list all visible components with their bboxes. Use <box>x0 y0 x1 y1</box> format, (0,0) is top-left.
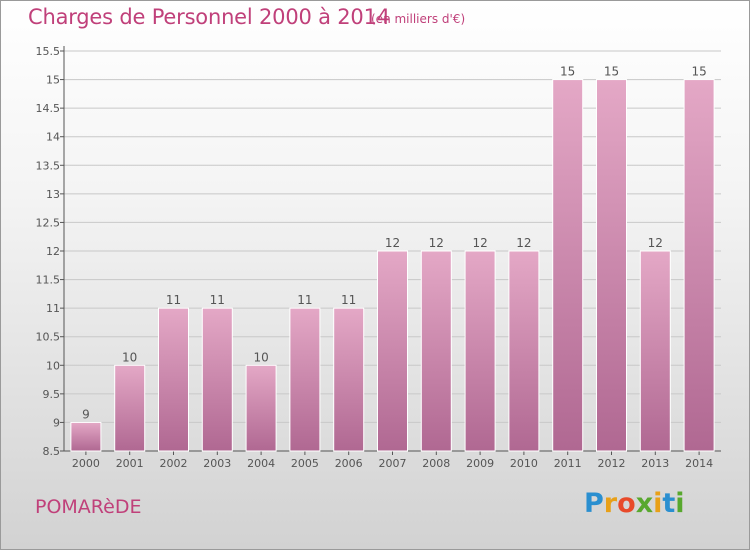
bar-2006 <box>333 307 365 452</box>
bar-2000 <box>70 421 102 452</box>
x-tick-label: 2009 <box>466 457 494 470</box>
y-tick-label: 15 <box>46 74 60 87</box>
x-tick-label: 2007 <box>379 457 407 470</box>
logo-letter: t <box>662 488 676 519</box>
data-label: 12 <box>429 236 444 250</box>
x-tick-label: 2014 <box>685 457 713 470</box>
y-tick-label: 14.5 <box>36 102 61 115</box>
commune-name: POMARèDE <box>35 496 142 518</box>
y-tick-label: 10.5 <box>36 331 61 344</box>
x-tick-label: 2006 <box>335 457 363 470</box>
logo-letter: x <box>635 488 654 519</box>
data-label: 12 <box>472 236 487 250</box>
bar-2007 <box>377 250 408 452</box>
data-label: 11 <box>166 293 181 307</box>
data-label: 12 <box>516 236 531 250</box>
x-tick-label: 2010 <box>510 457 538 470</box>
bar-2014 <box>683 79 715 452</box>
y-tick-label: 11.5 <box>36 274 61 287</box>
bar-2008 <box>420 250 452 452</box>
bar-2009 <box>464 250 496 452</box>
logo-letter: i <box>653 488 663 519</box>
bars <box>70 79 715 452</box>
logo-letter: P <box>584 488 604 519</box>
data-label: 15 <box>691 65 706 79</box>
data-label: 10 <box>122 350 137 364</box>
y-tick-label: 12 <box>46 245 60 258</box>
x-tick-label: 2011 <box>554 457 582 470</box>
chart-title: Charges de Personnel 2000 à 2014 <box>28 5 390 29</box>
y-tick-label: 15.5 <box>36 45 61 58</box>
logo-letter: o <box>617 488 636 519</box>
bar-2012 <box>596 79 627 452</box>
logo-letter: i <box>675 488 685 519</box>
chart-subtitle: (en milliers d'€) <box>371 12 466 26</box>
data-label: 15 <box>604 65 619 79</box>
data-labels: 9 10 11 11 10 11 11 12 12 12 12 15 15 12 15 <box>82 65 707 422</box>
data-label: 9 <box>82 407 90 421</box>
proxiti-logo[interactable]: Proxiti <box>584 488 685 519</box>
bar-2002 <box>158 307 189 452</box>
bar-2001 <box>114 364 146 452</box>
x-tick-label: 2003 <box>203 457 231 470</box>
x-tick-label: 2000 <box>72 457 100 470</box>
bar-2003 <box>201 307 233 452</box>
data-label: 11 <box>341 293 356 307</box>
x-tick-label: 2012 <box>598 457 626 470</box>
x-tick-label: 2005 <box>291 457 319 470</box>
data-label: 15 <box>560 65 575 79</box>
x-tick-label: 2004 <box>247 457 275 470</box>
y-tick-label: 12.5 <box>36 216 61 229</box>
x-tick-label: 2008 <box>422 457 450 470</box>
data-label: 11 <box>210 293 225 307</box>
data-label: 10 <box>253 350 268 364</box>
y-tick-label: 14 <box>46 131 60 144</box>
y-tick-label: 9 <box>53 416 60 429</box>
y-tick-label: 10 <box>46 359 60 372</box>
bar-2005 <box>289 307 321 452</box>
bar-2004 <box>245 364 277 452</box>
y-tick-label: 11 <box>46 302 60 315</box>
data-label: 12 <box>648 236 663 250</box>
data-label: 12 <box>385 236 400 250</box>
bar-2010 <box>508 250 540 452</box>
y-tick-label: 13 <box>46 188 60 201</box>
logo-letter: r <box>603 488 618 519</box>
bar-2011 <box>552 79 584 452</box>
bar-2013 <box>639 250 671 452</box>
data-label: 11 <box>297 293 312 307</box>
x-tick-label: 2001 <box>116 457 144 470</box>
x-tick-label: 2013 <box>641 457 669 470</box>
y-tick-label: 9.5 <box>43 388 61 401</box>
y-tick-label: 13.5 <box>36 159 61 172</box>
y-tick-label: 8.5 <box>43 445 61 458</box>
x-tick-label: 2002 <box>160 457 188 470</box>
